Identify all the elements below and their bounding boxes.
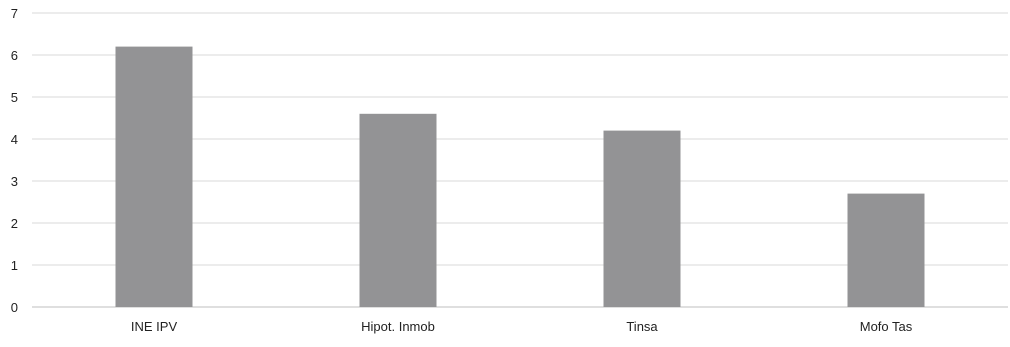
- y-tick-label: 7: [11, 6, 18, 21]
- y-tick-label: 5: [11, 90, 18, 105]
- y-tick-label: 2: [11, 216, 18, 231]
- bars: [115, 46, 925, 307]
- x-tick-label: Hipot. Inmob: [361, 319, 435, 334]
- x-tick-label: Mofo Tas: [860, 319, 913, 334]
- bar: [115, 46, 193, 307]
- bar: [359, 113, 437, 307]
- y-axis-ticks: 0 1 2 3 4 5 6 7: [11, 6, 18, 315]
- x-tick-label: Tinsa: [626, 319, 658, 334]
- x-tick-label: INE IPV: [131, 319, 178, 334]
- gridlines: [32, 12, 1008, 308]
- y-tick-label: 3: [11, 174, 18, 189]
- bar: [847, 193, 925, 307]
- y-tick-label: 6: [11, 48, 18, 63]
- y-tick-label: 0: [11, 300, 18, 315]
- bar: [603, 130, 681, 307]
- y-tick-label: 4: [11, 132, 18, 147]
- x-axis-ticks: INE IPV Hipot. Inmob Tinsa Mofo Tas: [131, 319, 913, 334]
- y-tick-label: 1: [11, 258, 18, 273]
